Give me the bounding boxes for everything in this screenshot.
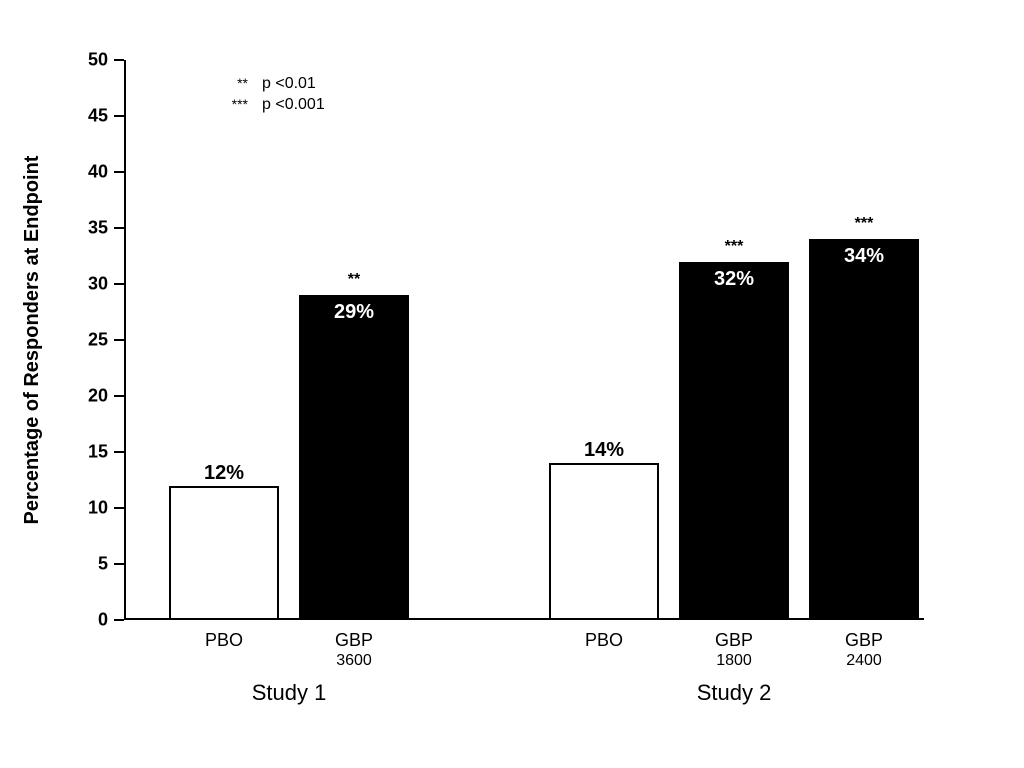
x-category-label: GBP xyxy=(335,630,373,651)
y-tick xyxy=(114,507,124,509)
y-tick-label: 35 xyxy=(68,218,108,239)
y-tick xyxy=(114,115,124,117)
y-tick-label: 5 xyxy=(68,554,108,575)
bar: 14% xyxy=(549,463,659,620)
bar: 12% xyxy=(169,486,279,620)
y-tick xyxy=(114,619,124,621)
group-label: Study 1 xyxy=(252,680,327,706)
y-tick-label: 0 xyxy=(68,610,108,631)
x-category-label: PBO xyxy=(585,630,623,651)
bar: 32%*** xyxy=(679,262,789,620)
y-tick xyxy=(114,451,124,453)
significance-legend: ** p <0.01 *** p <0.001 xyxy=(214,74,325,116)
legend-symbol: ** xyxy=(214,74,248,92)
x-category-label: PBO xyxy=(205,630,243,651)
y-tick-label: 30 xyxy=(68,274,108,295)
x-category-sublabel: 1800 xyxy=(716,652,752,670)
y-axis-label: Percentage of Responders at Endpoint xyxy=(21,156,44,525)
y-tick xyxy=(114,283,124,285)
bar: 29%** xyxy=(299,295,409,620)
y-tick xyxy=(114,59,124,61)
significance-marker: *** xyxy=(809,215,919,233)
y-tick xyxy=(114,339,124,341)
y-tick-label: 20 xyxy=(68,386,108,407)
legend-text: p <0.001 xyxy=(262,95,325,116)
y-tick-label: 25 xyxy=(68,330,108,351)
bar-value-label: 29% xyxy=(299,301,409,324)
significance-marker: ** xyxy=(299,271,409,289)
bar-value-label: 12% xyxy=(171,462,277,485)
y-tick xyxy=(114,563,124,565)
legend-text: p <0.01 xyxy=(262,74,316,95)
y-tick xyxy=(114,171,124,173)
bar-value-label: 32% xyxy=(679,268,789,291)
y-tick-label: 45 xyxy=(68,106,108,127)
bar: 34%*** xyxy=(809,239,919,620)
y-tick xyxy=(114,395,124,397)
significance-marker: *** xyxy=(679,238,789,256)
x-category-sublabel: 2400 xyxy=(846,652,882,670)
legend-row: ** p <0.01 xyxy=(214,74,325,95)
bar-value-label: 34% xyxy=(809,245,919,268)
y-tick-label: 15 xyxy=(68,442,108,463)
group-label: Study 2 xyxy=(697,680,772,706)
y-tick xyxy=(114,227,124,229)
x-category-label: GBP xyxy=(845,630,883,651)
y-tick-label: 50 xyxy=(68,50,108,71)
chart-stage: 0 5 10 15 20 25 30 35 40 45 50 Percentage of Respon… xyxy=(0,0,1024,768)
x-category-label: GBP xyxy=(715,630,753,651)
y-tick-label: 10 xyxy=(68,498,108,519)
legend-row: *** p <0.001 xyxy=(214,95,325,116)
y-tick-label: 40 xyxy=(68,162,108,183)
bar-value-label: 14% xyxy=(551,439,657,462)
x-category-sublabel: 3600 xyxy=(336,652,372,670)
legend-symbol: *** xyxy=(214,95,248,113)
